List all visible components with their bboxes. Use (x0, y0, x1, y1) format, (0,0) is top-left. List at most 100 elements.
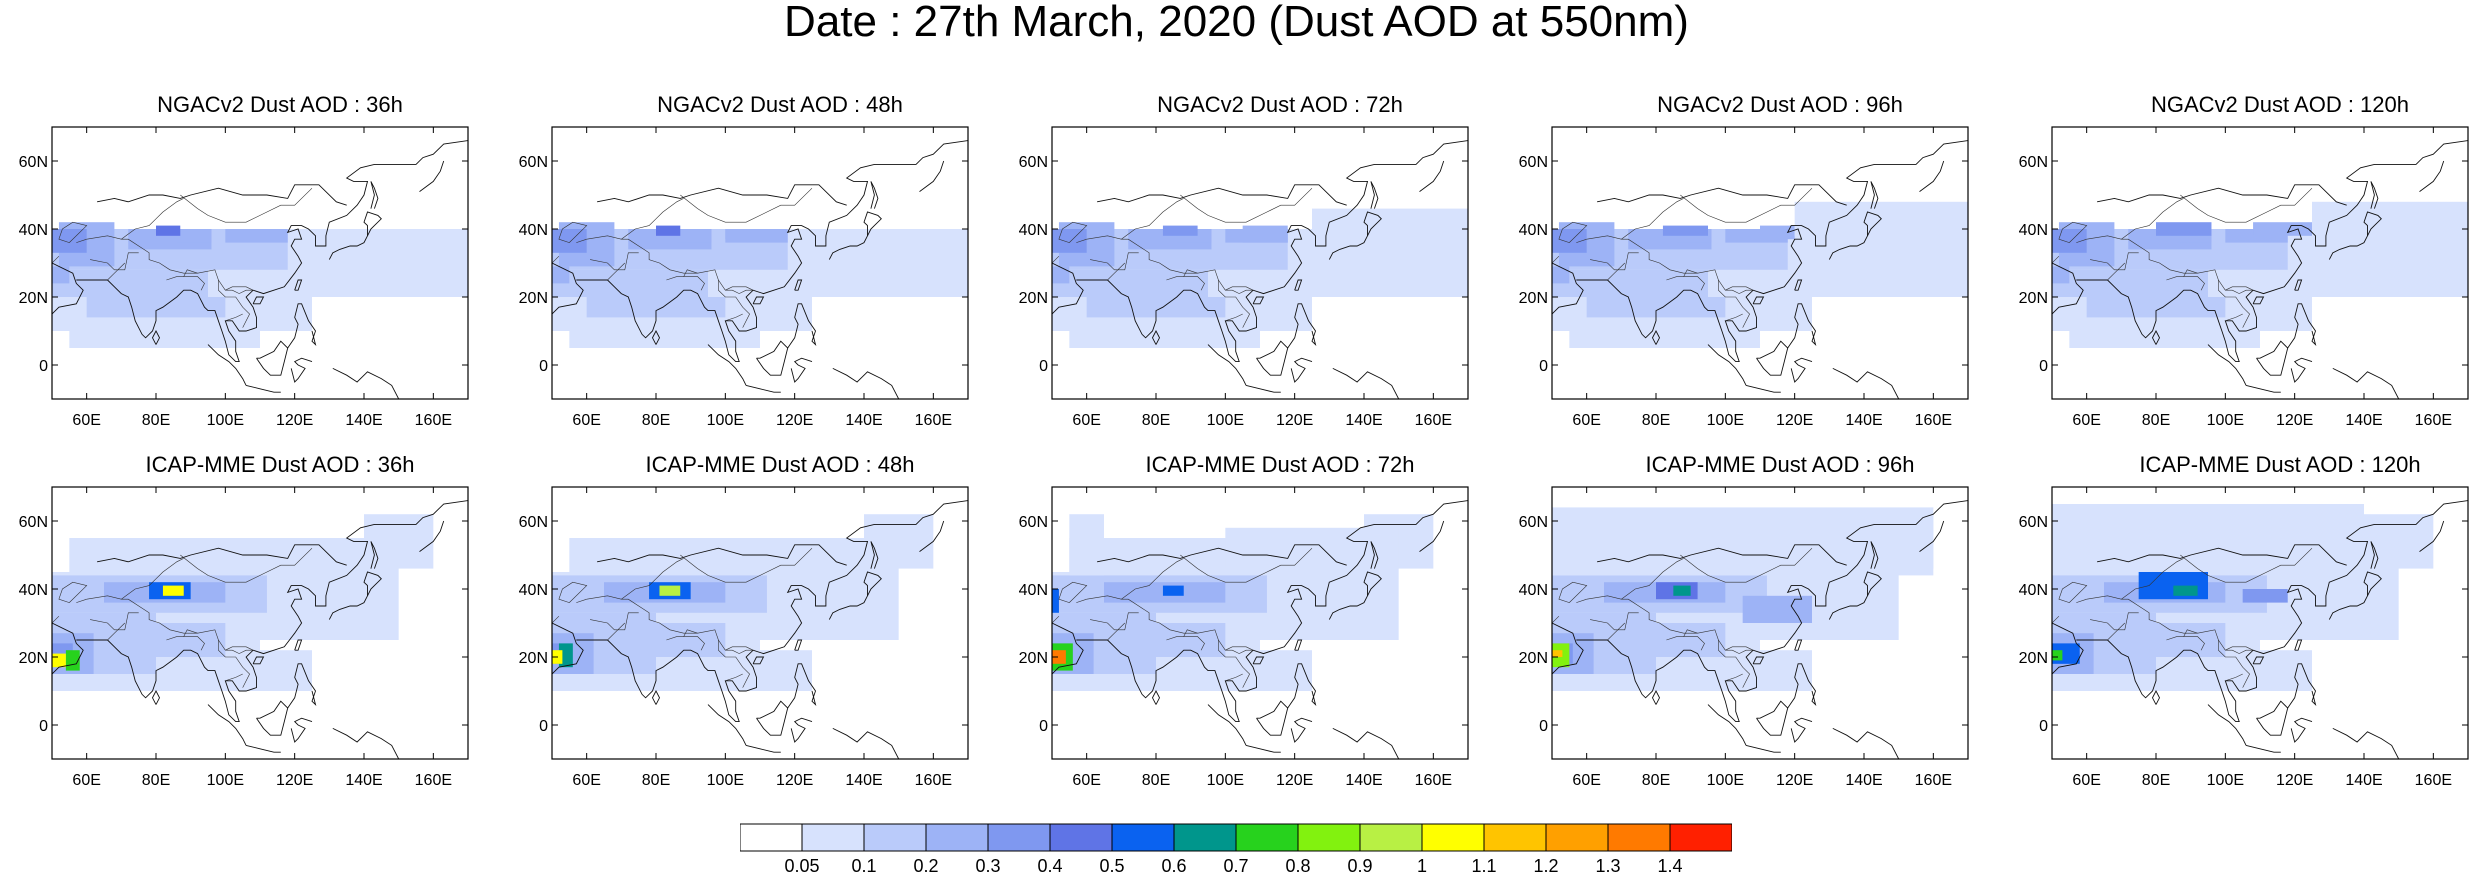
coastline (790, 717, 813, 743)
aod-cell (1662, 225, 1708, 236)
coastline (1419, 520, 1445, 552)
coastline (756, 340, 789, 376)
coastline (756, 700, 789, 736)
country-border (2180, 187, 2313, 223)
lon-tick-label: 60E (2072, 772, 2100, 789)
country-border (1058, 221, 1088, 243)
aod-cell (2173, 585, 2198, 596)
coastline (1370, 181, 1379, 209)
lon-tick-label: 60E (572, 412, 600, 429)
colorbar-box (740, 823, 803, 852)
map-panel: NGACv2 Dust AOD : 120h 60N 40N 20N 0 60E 80E 10… (2019, 92, 2473, 452)
dust-field (1552, 487, 1968, 759)
coastline (651, 330, 661, 345)
colorbar-box (987, 823, 1051, 852)
coastline (1787, 663, 1817, 709)
country-border (1586, 235, 1754, 294)
country-border (1607, 622, 1626, 641)
lon-tick-label: 80E (1642, 412, 1670, 429)
lon-tick-label: 60E (1572, 772, 1600, 789)
country-border (2086, 235, 2254, 294)
coastline (1787, 303, 1817, 349)
map-panel: ICAP-MME Dust AOD : 36h 60N 40N 20N 0 60E 80E 1… (19, 452, 510, 812)
coastline (151, 690, 161, 705)
country-border (725, 673, 743, 682)
coastline (787, 663, 817, 709)
lat-tick-label: 40N (1519, 222, 1548, 239)
coastline (252, 296, 265, 305)
coastline (290, 717, 313, 743)
dust-aod-map: 60N 40N 20N 0 60E 80E 100E 120E 140E 160E (1519, 486, 1969, 789)
aod-cell (760, 650, 812, 691)
aod-cell (656, 225, 681, 236)
lat-tick-label: 60N (2019, 514, 2048, 531)
country-border (52, 615, 60, 624)
lon-tick-label: 80E (642, 772, 670, 789)
coastline (2207, 704, 2247, 746)
coastline (151, 330, 161, 345)
aod-cell (552, 266, 570, 284)
coastline (1790, 717, 1813, 743)
lat-tick-label: 40N (2019, 222, 2048, 239)
country-border (1086, 235, 1254, 294)
coastline (787, 303, 817, 349)
coastline (919, 160, 945, 192)
country-border (1683, 629, 1698, 637)
lon-tick-label: 100E (1207, 772, 1244, 789)
country-border (2058, 221, 2088, 243)
country-border (586, 235, 754, 294)
coastline (252, 656, 265, 665)
coastline (1576, 500, 1968, 723)
dust-field (2052, 127, 2468, 399)
aod-cell (52, 266, 70, 284)
coastline (2290, 357, 2313, 383)
lon-tick-label: 100E (207, 772, 244, 789)
map-panel: NGACv2 Dust AOD : 72h 60N 40N 20N 0 60E 80E 100… (1019, 92, 1510, 452)
dust-aod-map: 60N 40N 20N 0 60E 80E 100E 120E 140E 160E (519, 126, 969, 429)
panel-title: NGACv2 Dust AOD : 120h (2151, 92, 2409, 117)
coastline (2097, 544, 2347, 566)
lon-tick-label: 120E (2276, 772, 2313, 789)
lon-tick-label: 80E (142, 412, 170, 429)
coastline (2256, 340, 2289, 376)
aod-cell (1086, 297, 1226, 318)
aod-cell (114, 623, 226, 657)
country-border (1090, 252, 1139, 271)
lat-tick-label: 60N (19, 514, 48, 531)
country-border (1718, 280, 1750, 328)
aod-cell (1260, 650, 1312, 691)
aod-cell (1552, 507, 1934, 576)
country-border (683, 269, 698, 277)
aod-cell (1552, 266, 1570, 284)
lon-tick-label: 140E (845, 412, 882, 429)
coastline (2287, 663, 2317, 709)
aod-cell (364, 514, 434, 569)
country-border (1666, 276, 1705, 291)
country-border (1621, 198, 1684, 240)
lat-tick-label: 40N (1519, 582, 1548, 599)
coastline (1052, 262, 1084, 315)
country-border (2183, 629, 2198, 637)
lat-tick-label: 20N (2019, 290, 2048, 307)
colorbar-label: 1 (1417, 856, 1427, 874)
coastline (294, 279, 303, 291)
panel-title: ICAP-MME Dust AOD : 72h (1145, 452, 1415, 477)
country-border (1183, 629, 1198, 637)
aod-cell (1225, 527, 1399, 569)
country-border (2076, 598, 2087, 603)
aod-cell (260, 650, 312, 691)
country-border (2183, 269, 2198, 277)
country-border (718, 280, 750, 328)
lon-tick-label: 60E (72, 412, 100, 429)
country-border (1183, 269, 1198, 277)
country-border (121, 558, 184, 600)
coastline (97, 184, 347, 206)
colorbar-label: 1.3 (1595, 856, 1620, 874)
map-panel: ICAP-MME Dust AOD : 72h 60N 40N 20N 0 60E 80E 1… (1019, 452, 1510, 812)
coastline (1651, 330, 1661, 345)
lat-tick-label: 60N (19, 154, 48, 171)
aod-cell (614, 623, 726, 657)
coastline (1370, 541, 1379, 569)
aod-cell (69, 538, 399, 572)
country-border (590, 612, 639, 631)
